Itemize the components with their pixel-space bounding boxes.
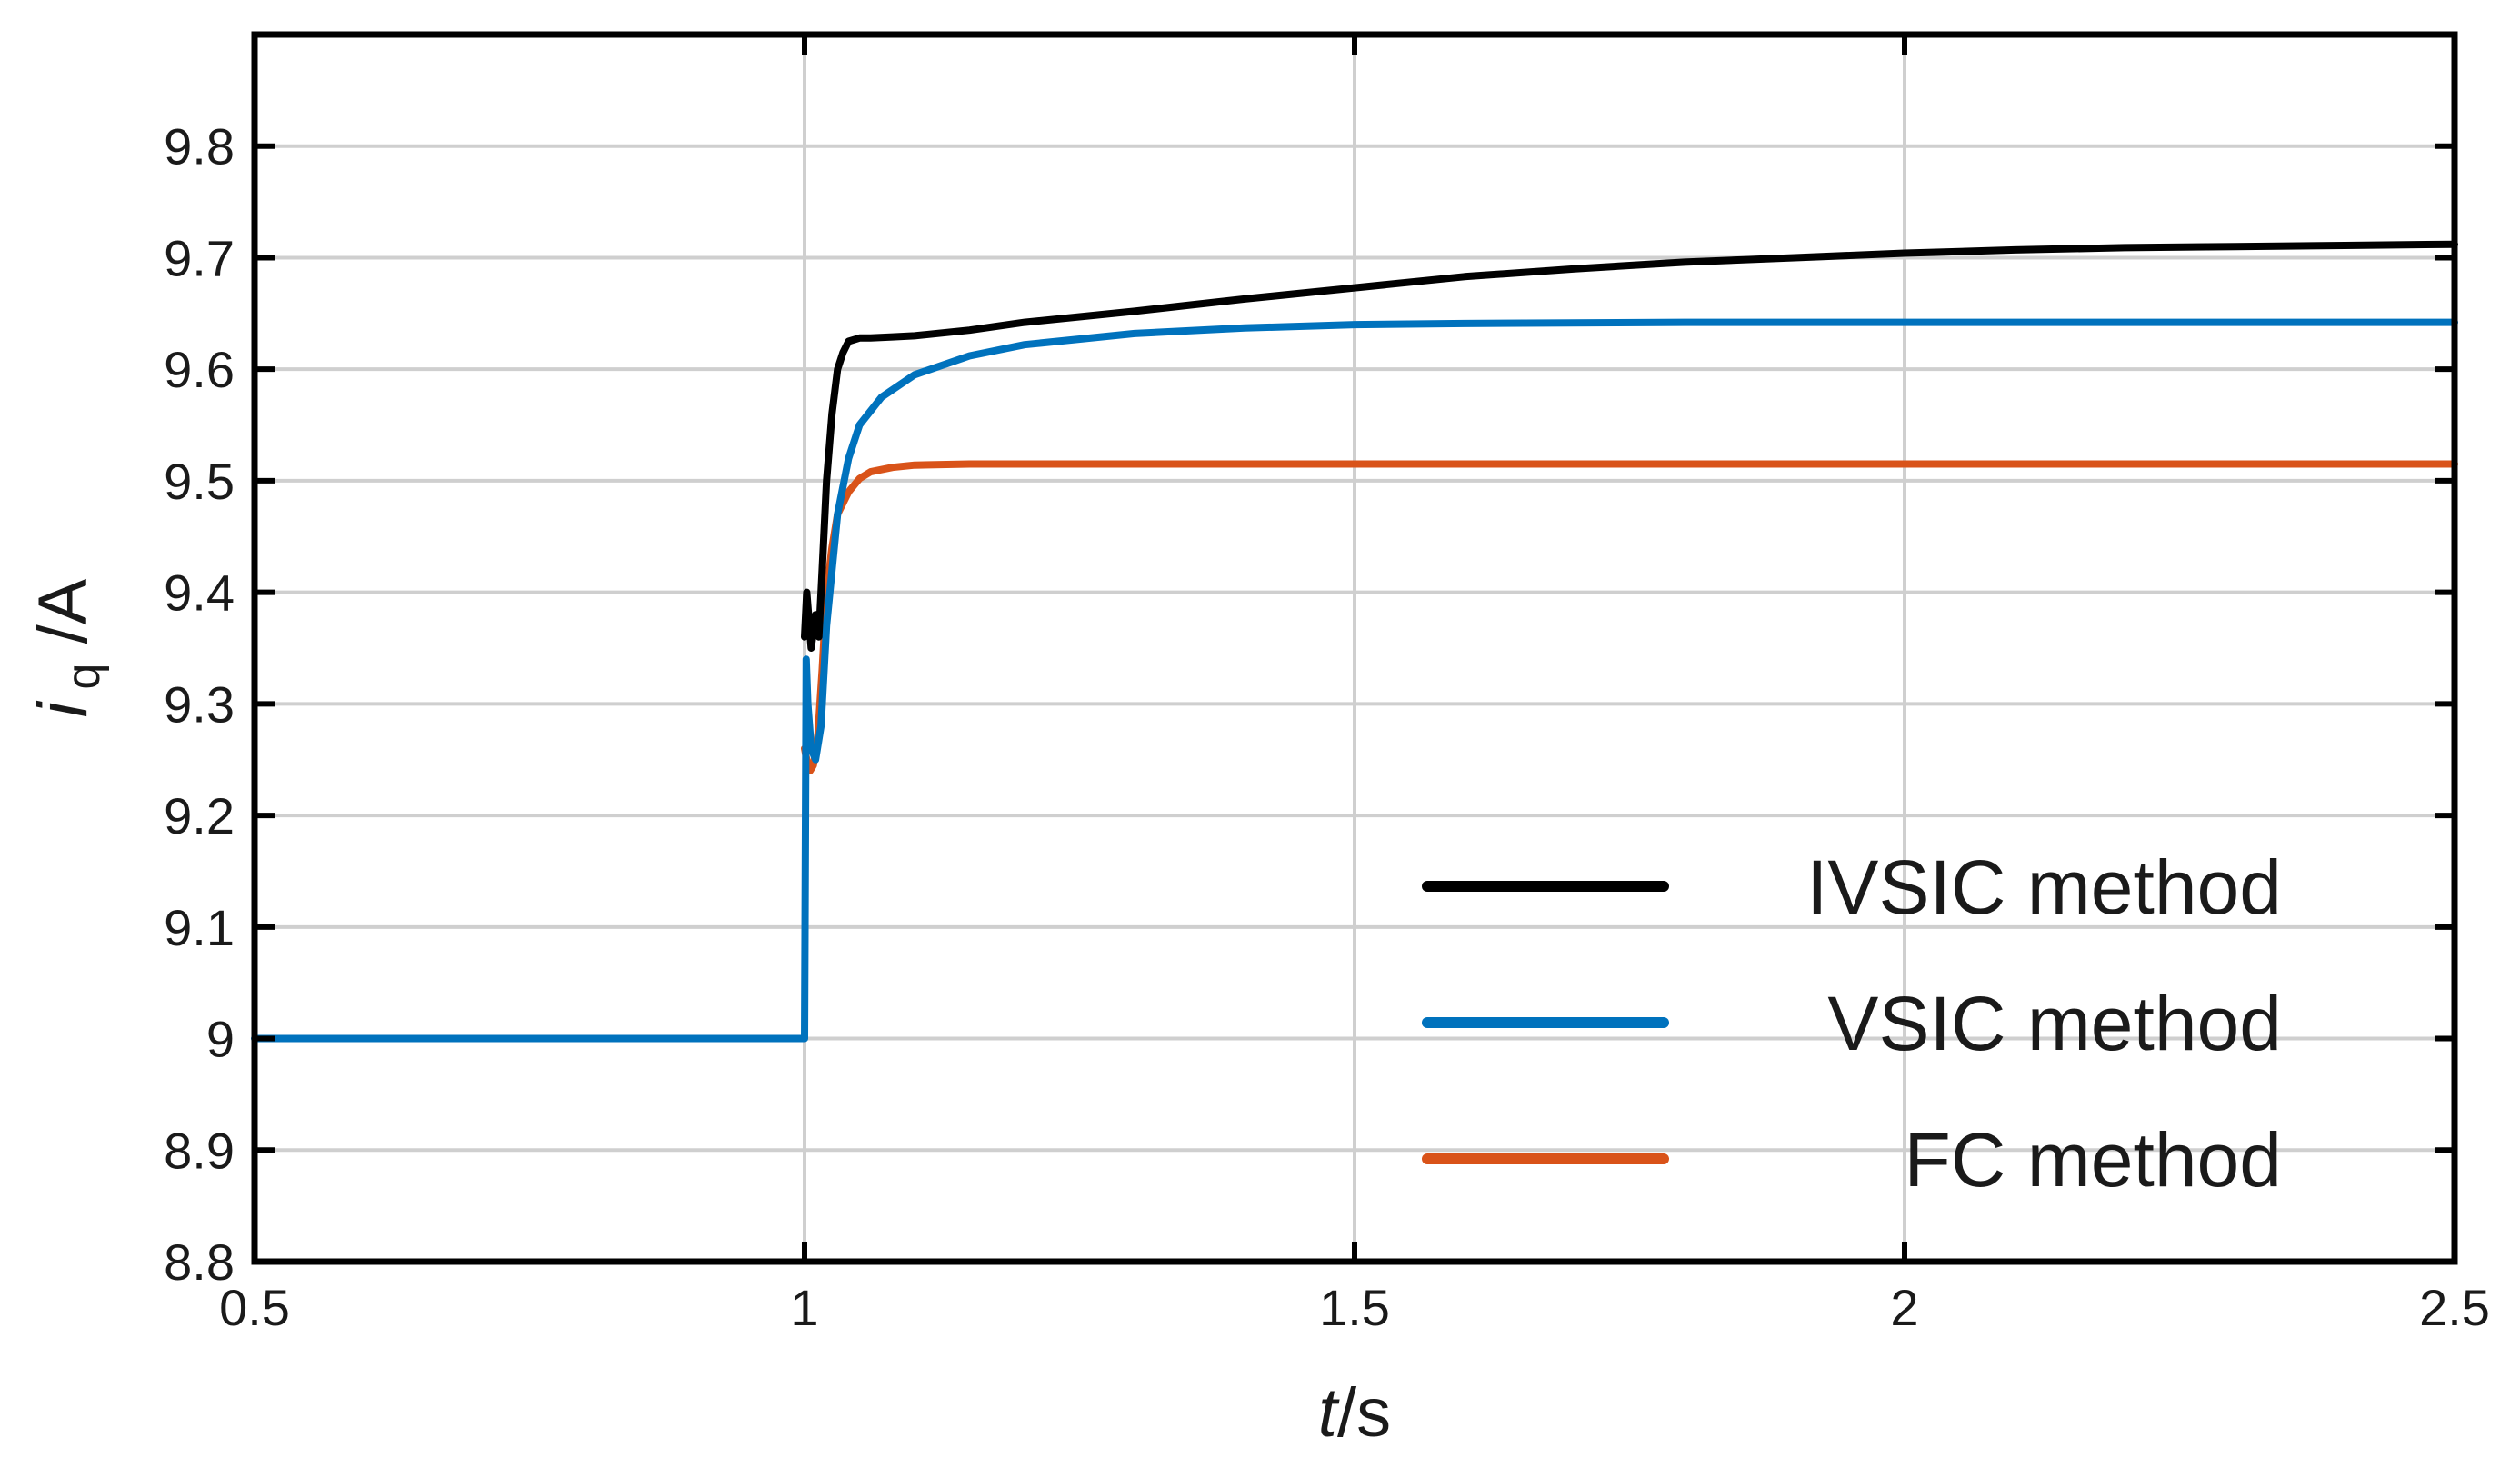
y-tick-label: 9.8 <box>164 118 235 175</box>
x-axis-label: t/s <box>1318 1374 1391 1452</box>
series-line-fc-method <box>801 460 2458 774</box>
series-line-ivsic-method <box>801 240 2458 652</box>
y-tick-label: 8.8 <box>164 1233 235 1291</box>
y-tick-label: 9.3 <box>164 675 235 733</box>
x-axis-label-unit: /s <box>1337 1374 1391 1452</box>
x-tick-label: 1 <box>790 1279 818 1336</box>
x-tick-label: 0.5 <box>219 1279 290 1336</box>
y-tick-labels: 8.8 8.9 9 9.1 9.2 9.3 9.4 9.5 9.6 9.7 9.8 <box>164 118 235 1291</box>
series-line-vsic-method <box>251 318 2458 1043</box>
y-tick-label: 9.7 <box>164 229 235 286</box>
plot-series <box>251 240 2458 1043</box>
y-axis-label-unit: /A <box>25 578 102 663</box>
y-tick-label: 9.6 <box>164 341 235 398</box>
y-axis-label: iq /A <box>25 578 110 717</box>
x-tick-label: 1.5 <box>1319 1279 1390 1336</box>
y-tick-label: 9.5 <box>164 453 235 510</box>
y-tick-label: 9.4 <box>164 564 235 622</box>
grid-lines <box>253 35 2456 1263</box>
legend-label: IVSIC method <box>1806 844 2282 930</box>
legend-label: VSIC method <box>1827 981 2282 1066</box>
y-axis-label-variable: i <box>25 700 102 717</box>
axis-ticks <box>252 35 2457 1264</box>
y-tick-label: 9 <box>206 1011 235 1068</box>
x-axis-label-variable: t <box>1318 1374 1340 1452</box>
legend: IVSIC method VSIC method FC method <box>1422 844 2283 1203</box>
x-tick-label: 2.5 <box>2419 1279 2490 1336</box>
x-tick-label: 2 <box>1890 1279 1918 1336</box>
y-axis-label-subscript: q <box>57 664 110 690</box>
y-tick-label: 9.2 <box>164 787 235 844</box>
x-tick-labels: 0.5 1 1.5 2 2.5 <box>219 1279 2490 1336</box>
legend-label: FC method <box>1905 1117 2283 1203</box>
y-tick-label: 9.1 <box>164 899 235 956</box>
y-tick-label: 8.9 <box>164 1122 235 1179</box>
